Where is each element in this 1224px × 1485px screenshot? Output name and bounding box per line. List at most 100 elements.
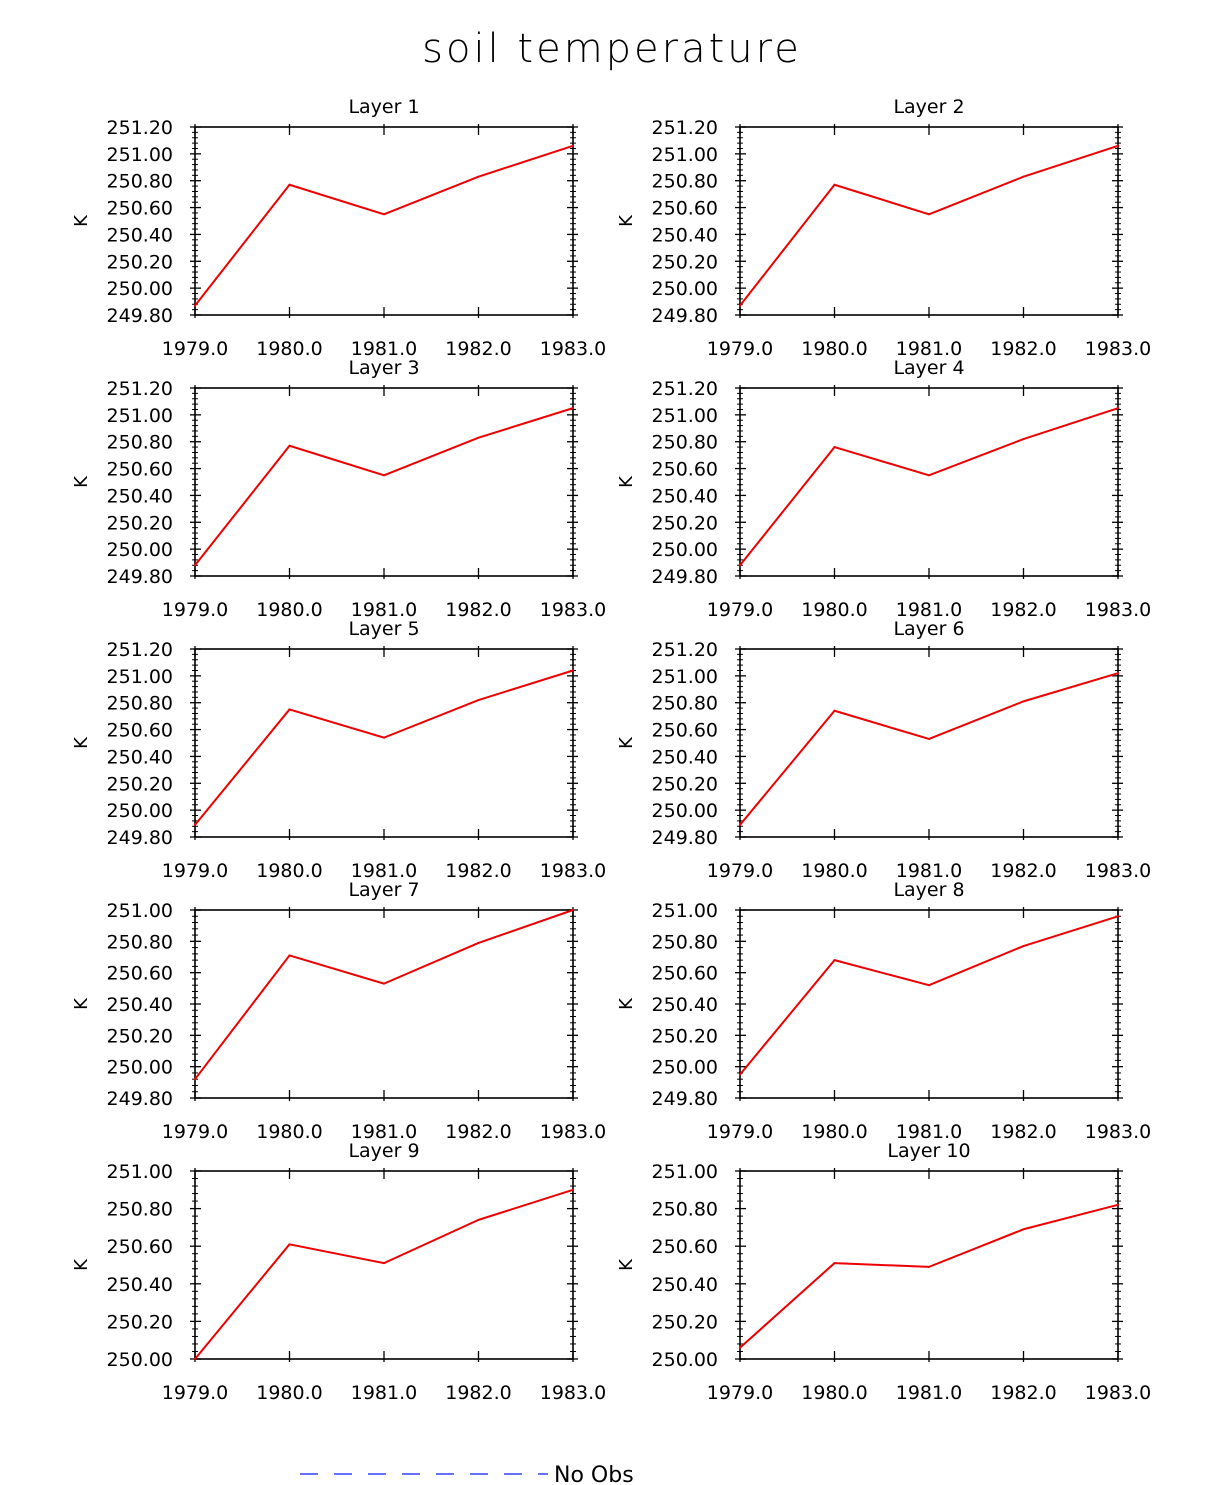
y-tick-label: 250.60 [652,198,718,220]
data-point [477,436,480,439]
x-tick-label: 1981.0 [896,1121,962,1143]
panel-layer-8: Layer 8 K 249.80 250.00 250.20 250.40 250.60 25… [616,879,1151,1143]
data-point [1117,672,1119,675]
x-tick-label: 1983.0 [1085,860,1151,882]
y-tick-label: 250.80 [652,931,718,953]
x-tick-label: 1983.0 [540,338,606,360]
data-point [928,213,930,216]
y-tick-label: 250.80 [107,1199,173,1221]
plot-frame [739,909,1119,1099]
x-tick-label: 1980.0 [801,1121,867,1143]
plot-frame [739,126,1119,316]
y-tick-label: 249.80 [107,305,173,327]
y-tick-label: 250.20 [652,512,718,534]
x-tick-label: 1980.0 [801,338,867,360]
y-axis-label: K [616,475,637,488]
data-point [572,144,574,147]
x-tick-label: 1983.0 [540,599,606,621]
y-tick-label: 250.00 [652,1349,718,1371]
x-tick-label: 1981.0 [351,1121,417,1143]
panel-layer-2: Layer 2 K 249.80 250.00 250.20 250.40 250.60 25… [616,96,1151,360]
y-tick-label: 250.40 [652,1274,718,1296]
panel-layer-4: Layer 4 K 249.80 250.00 250.20 250.40 250.60 25… [616,357,1151,621]
figure-title: soil temperature [422,26,802,72]
data-point [833,709,836,712]
y-tick-label: 250.00 [107,1349,173,1371]
x-tick-label: 1982.0 [990,338,1056,360]
y-tick-label: 250.00 [107,539,173,561]
panel-title: Layer 2 [893,96,964,118]
plot-frame [194,1170,574,1360]
x-tick-label: 1981.0 [351,599,417,621]
temperature-series-line [739,407,1119,566]
x-tick-label: 1979.0 [162,1121,228,1143]
data-point [1117,1203,1119,1206]
y-tick-label: 250.60 [652,1236,718,1258]
y-tick-label: 250.60 [107,198,173,220]
y-tick-label: 251.20 [652,378,718,400]
x-tick-label: 1981.0 [351,338,417,360]
y-tick-label: 250.80 [107,931,173,953]
y-tick-label: 250.60 [107,1236,173,1258]
temperature-series-line [739,915,1119,1076]
x-tick-label: 1981.0 [896,599,962,621]
data-point [288,954,291,957]
plot-frame [194,387,574,577]
y-tick-label: 249.80 [107,1088,173,1110]
data-point [383,1262,385,1265]
x-tick-label: 1980.0 [256,860,322,882]
x-tick-label: 1983.0 [540,1382,606,1404]
y-tick-label: 251.00 [107,666,173,688]
y-tick-label: 250.40 [107,485,173,507]
data-point [1117,144,1119,147]
temperature-series-line [739,672,1119,826]
data-point [928,1265,930,1268]
panel-title: Layer 5 [348,618,419,640]
y-tick-label: 250.20 [107,1025,173,1047]
y-tick-label: 249.80 [652,1088,718,1110]
data-point [477,175,480,178]
x-tick-label: 1980.0 [801,599,867,621]
data-point [739,1346,741,1349]
y-axis-label: K [616,1258,637,1271]
panel-title: Layer 10 [887,1140,970,1162]
x-tick-label: 1979.0 [162,599,228,621]
data-point [739,823,741,826]
data-point [383,474,385,477]
data-point [833,446,836,449]
data-point [288,708,291,711]
x-tick-label: 1980.0 [256,1382,322,1404]
plot-frame [739,648,1119,838]
y-tick-label: 250.00 [652,539,718,561]
data-point [739,564,741,567]
panel-layer-7: Layer 7 K 249.80 250.00 250.20 250.40 250.60 25… [71,879,606,1143]
x-tick-label: 1982.0 [990,599,1056,621]
y-tick-label: 250.40 [107,1274,173,1296]
x-tick-label: 1983.0 [1085,599,1151,621]
y-tick-label: 250.40 [652,746,718,768]
y-tick-label: 251.00 [107,900,173,922]
data-point [572,407,574,410]
y-axis-label: K [71,475,92,488]
y-tick-label: 250.40 [107,746,173,768]
panel-layer-9: Layer 9 K 250.00 250.20 250.40 250.60 250.80 25… [71,1140,606,1404]
y-axis-label: K [71,736,92,749]
data-point [194,1358,196,1360]
plot-frame [194,126,574,316]
y-tick-label: 250.40 [107,994,173,1016]
x-tick-label: 1983.0 [1085,1121,1151,1143]
panel-title: Layer 8 [893,879,964,901]
temperature-series-line [739,1203,1119,1349]
y-tick-label: 251.00 [107,1161,173,1183]
temperature-series-line [194,144,574,307]
x-tick-label: 1982.0 [445,599,511,621]
y-axis-label: K [71,997,92,1010]
data-point [739,304,741,307]
y-tick-label: 250.80 [652,432,718,454]
data-point [288,183,291,186]
y-tick-label: 250.20 [107,512,173,534]
x-tick-label: 1980.0 [256,338,322,360]
y-tick-label: 249.80 [107,827,173,849]
x-tick-label: 1982.0 [445,860,511,882]
panel-title: Layer 1 [348,96,419,118]
